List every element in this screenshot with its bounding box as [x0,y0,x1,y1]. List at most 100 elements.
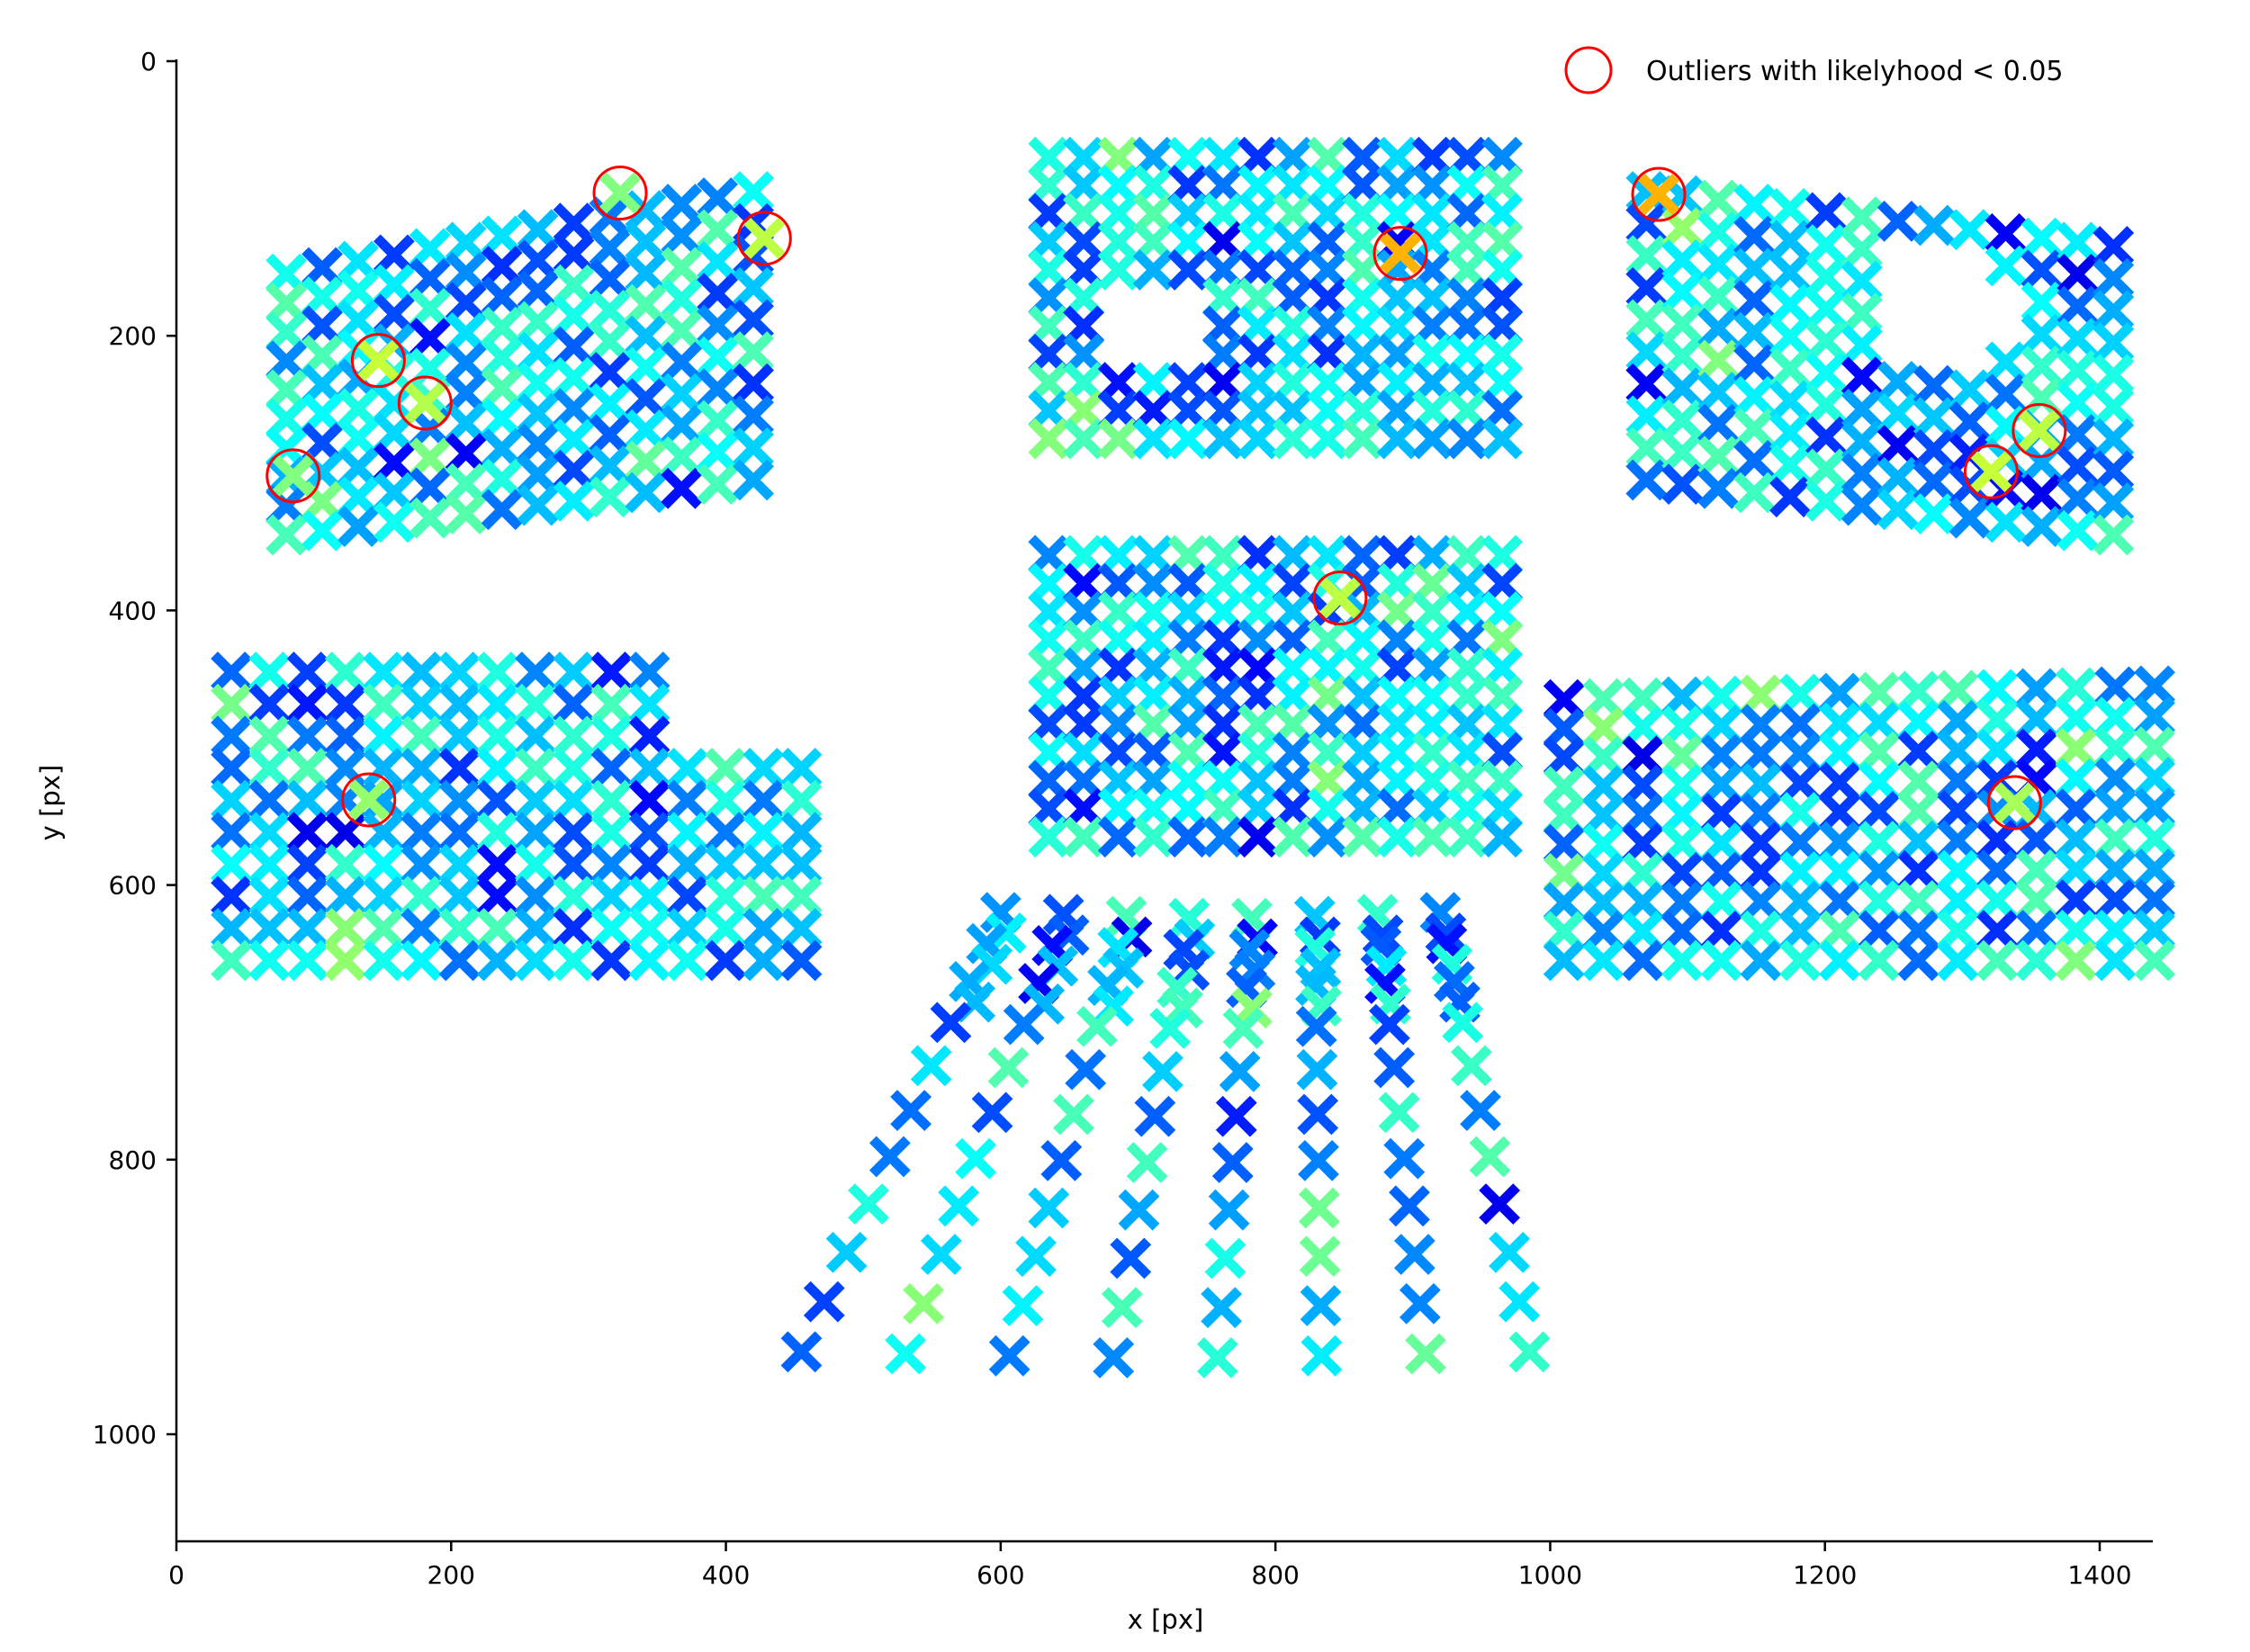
data-point [589,289,631,331]
outlier-circle [266,448,321,504]
data-point [1805,192,1847,234]
data-point [1912,204,1955,247]
data-point [920,1234,962,1275]
data-point [625,440,667,482]
data-point [400,748,443,789]
data-point [553,233,595,275]
data-point [589,320,631,363]
data-point [1300,1334,1343,1377]
legend-marker-icon [1564,46,1613,94]
data-point [286,748,328,789]
data-point [1700,939,1742,982]
data-point [517,331,559,373]
data-point [1142,1051,1184,1092]
data-point [553,356,595,399]
data-point [742,748,785,789]
outlier-circle [592,165,648,220]
data-point [1110,1237,1152,1279]
data-point [515,651,556,693]
data-point [2055,879,2097,921]
outlier-markers [266,165,2067,830]
data-point [1697,467,1740,509]
data-point [1984,213,2027,255]
data-point [1003,1003,1045,1046]
data-point [1976,698,2018,741]
x-tick-label: 0 [168,1560,184,1590]
data-point [400,715,443,758]
data-point [661,184,703,225]
data-point [1937,789,1979,831]
data-point [1697,435,1740,478]
data-point [2056,285,2099,328]
data-point [445,402,487,444]
data-point [438,683,481,725]
data-point [1858,850,1900,893]
data-point [481,246,523,287]
data-point [1661,271,1704,313]
data-point [705,939,746,982]
x-axis-title: x [px] [1128,1604,1204,1635]
data-point [1897,731,1940,772]
data-point [666,779,708,822]
data-point [590,812,633,853]
data-point [409,257,451,300]
outlier-point [272,454,314,497]
data-point [1858,910,1900,952]
data-point [438,875,481,918]
data-point [476,939,518,982]
data-point [971,1091,1013,1134]
data-point [1149,1008,1192,1049]
data-point [780,1331,823,1373]
data-point [211,812,252,853]
data-point [1733,408,1775,450]
data-point [324,715,366,758]
data-point [661,247,703,289]
data-point [1984,245,2027,287]
data-point [2055,848,2097,891]
data-point [1840,228,1883,270]
data-point [1876,360,1919,402]
data-point [553,651,595,693]
data-point [2020,506,2063,547]
data-point [2134,939,2175,982]
data-point [1425,912,1467,954]
data-point [1451,1045,1492,1087]
data-point [697,368,739,409]
data-point [1769,412,1811,453]
data-point [438,779,481,822]
data-point [1126,1142,1168,1183]
data-point [1625,426,1668,469]
data-point [1779,939,1822,982]
outlier-circle [1631,166,1687,222]
data-point [1976,910,2018,951]
data-point [697,177,739,219]
data-point [515,875,556,918]
data-point [1984,501,2027,543]
data-point [517,362,559,404]
data-point [2092,450,2135,492]
data-point [1805,448,1847,490]
data-point [885,1333,926,1375]
data-point [2094,818,2137,860]
data-point [476,843,518,885]
data-point [1362,914,1404,956]
data-point [2020,473,2063,516]
data-point [363,843,404,885]
data-point [589,227,631,269]
data-point [1897,880,1940,921]
data-point [1769,220,1811,262]
data-point [400,843,443,885]
data-point [400,875,443,918]
data-point [1469,1136,1511,1178]
outlier-circle [1312,570,1368,626]
data-point [1063,417,1104,460]
data-point [286,812,328,853]
data-point [1093,1337,1135,1378]
data-point [517,239,559,282]
data-point [1697,403,1740,445]
data-point [697,431,739,473]
data-point [2015,668,2057,710]
data-point [1733,215,1775,257]
data-point [553,939,595,982]
data-point [553,388,595,429]
